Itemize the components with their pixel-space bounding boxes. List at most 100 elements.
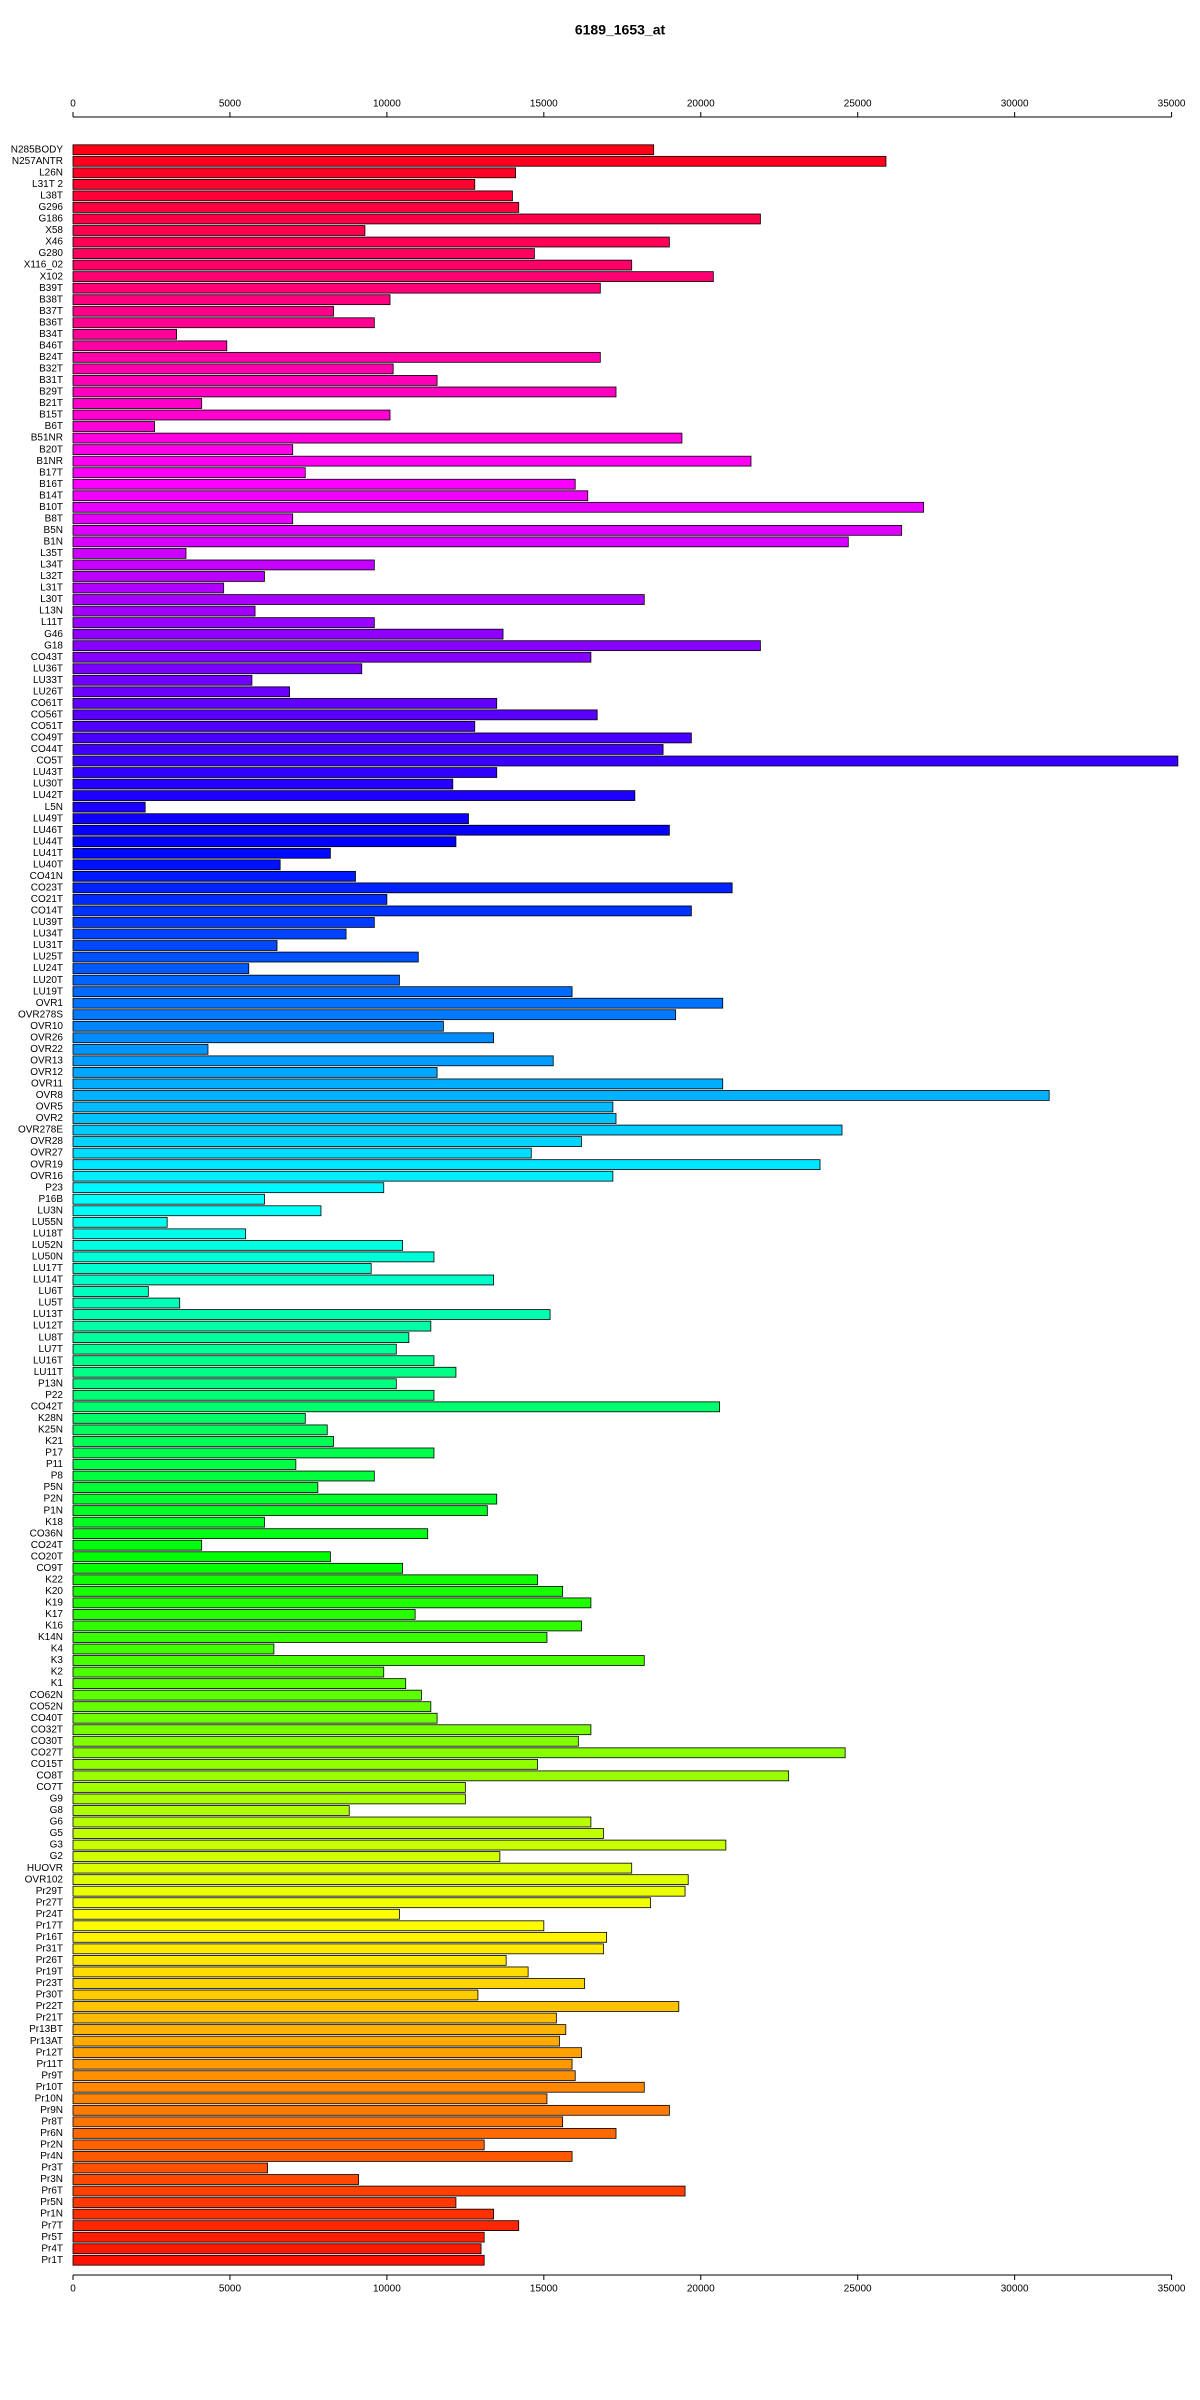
x-tick-label: 0	[70, 2284, 76, 2295]
y-tick-label: Pr7T	[41, 2220, 63, 2231]
bar	[72, 1251, 435, 1263]
bar	[72, 248, 535, 259]
y-tick-label: P13N	[38, 1378, 63, 1389]
bar	[72, 617, 375, 628]
bar	[72, 1724, 592, 1736]
bar	[72, 847, 331, 859]
bar	[72, 628, 504, 640]
y-tick-label: B32T	[39, 364, 63, 375]
y-tick-label: LU52N	[32, 1240, 63, 1251]
y-tick-label: Pr30T	[36, 1990, 63, 2001]
bar	[72, 1286, 149, 1297]
bar	[72, 1067, 438, 1078]
y-tick-label: K3	[51, 1655, 64, 1666]
y-tick-label: Pr4T	[41, 2243, 63, 2254]
y-tick-label: L35T	[40, 548, 63, 559]
y-tick-label: LU8T	[39, 1332, 63, 1343]
bar	[72, 1632, 548, 1643]
bar	[72, 1885, 686, 1897]
y-tick-label: Pr24T	[36, 1909, 63, 1920]
bar	[72, 478, 576, 490]
y-tick-label: CO23T	[31, 882, 63, 893]
bar	[72, 870, 356, 882]
y-tick-label: K28N	[38, 1413, 63, 1424]
y-tick-label: B10T	[39, 502, 63, 513]
y-tick-label: OVR13	[30, 1055, 63, 1066]
bar	[72, 1966, 529, 1978]
bar	[72, 2070, 576, 2082]
y-tick-label: P17	[45, 1448, 63, 1459]
y-tick-label: LU16T	[33, 1355, 63, 1366]
y-tick-label: Pr5N	[40, 2197, 63, 2208]
bar	[72, 2139, 485, 2151]
bar	[72, 2151, 573, 2162]
bar	[72, 1551, 331, 1563]
y-tick-label: OVR8	[36, 1090, 64, 1101]
bar	[72, 1793, 466, 1805]
y-tick-label: B51NR	[31, 433, 63, 444]
bar	[72, 2104, 670, 2116]
y-tick-label: CO24T	[31, 1540, 63, 1551]
bar	[72, 778, 454, 790]
bar	[72, 1032, 495, 1044]
bar	[72, 709, 598, 721]
y-tick-label: L38T	[40, 191, 63, 202]
y-tick-label: B36T	[39, 317, 63, 328]
y-tick-label: G2	[50, 1851, 64, 1862]
bar	[72, 1263, 372, 1274]
y-tick-label: LU6T	[39, 1286, 63, 1297]
y-tick-label: Pr27T	[36, 1897, 63, 1908]
y-tick-label: CO8T	[36, 1771, 63, 1782]
y-tick-label: B1NR	[36, 456, 63, 467]
bar	[72, 375, 438, 386]
y-tick-label: K14N	[38, 1632, 63, 1643]
bar	[72, 1735, 579, 1747]
bar	[72, 1955, 507, 1966]
bar	[72, 1931, 607, 1943]
y-tick-label: G296	[39, 202, 64, 213]
y-tick-label: Pr11T	[37, 2059, 64, 2070]
bar	[72, 432, 683, 444]
y-tick-label: G8	[50, 1805, 64, 1816]
bar	[72, 1297, 181, 1309]
y-tick-label: LU14T	[33, 1275, 63, 1286]
y-tick-label: LU26T	[33, 686, 63, 697]
bar	[72, 1712, 438, 1724]
bar	[72, 2047, 582, 2059]
y-tick-label: Pr13BT	[29, 2024, 63, 2035]
y-tick-label: K22	[45, 1574, 63, 1585]
bar	[72, 1436, 334, 1447]
y-tick-label: Pr1T	[41, 2255, 63, 2266]
y-tick-label: OVR10	[30, 1021, 63, 1032]
bar	[72, 1689, 422, 1701]
bar	[72, 721, 476, 732]
y-tick-label: Pr6N	[40, 2128, 63, 2139]
y-tick-label: B34T	[39, 329, 63, 340]
chart-title: 6189_1653_at	[575, 22, 666, 38]
y-tick-label: X58	[45, 225, 63, 236]
y-tick-label: OVR28	[30, 1136, 63, 1147]
bar	[72, 2162, 269, 2174]
x-tick-label: 0	[70, 99, 76, 110]
y-tick-label: LU20T	[33, 975, 63, 986]
bar	[72, 997, 724, 1009]
bar	[72, 974, 400, 986]
y-tick-label: K20	[45, 1586, 63, 1597]
y-tick-label: X116_02	[24, 260, 64, 271]
bar	[72, 2116, 564, 2128]
y-tick-label: P11	[46, 1459, 63, 1470]
y-tick-label: Pr12T	[36, 2047, 63, 2058]
y-tick-label: L11T	[41, 617, 63, 628]
y-tick-label: CO5T	[36, 756, 63, 767]
x-tick-label: 25000	[844, 99, 872, 110]
bar	[72, 1090, 1050, 1101]
bar	[72, 1009, 677, 1021]
bar	[72, 305, 334, 317]
y-tick-label: LU3N	[37, 1205, 63, 1216]
bar	[72, 282, 601, 294]
y-tick-label: CO21T	[31, 894, 63, 905]
y-tick-label: OVR102	[25, 1874, 64, 1885]
bar	[72, 663, 363, 675]
y-tick-label: B8T	[45, 513, 63, 524]
bar	[72, 1828, 604, 1839]
